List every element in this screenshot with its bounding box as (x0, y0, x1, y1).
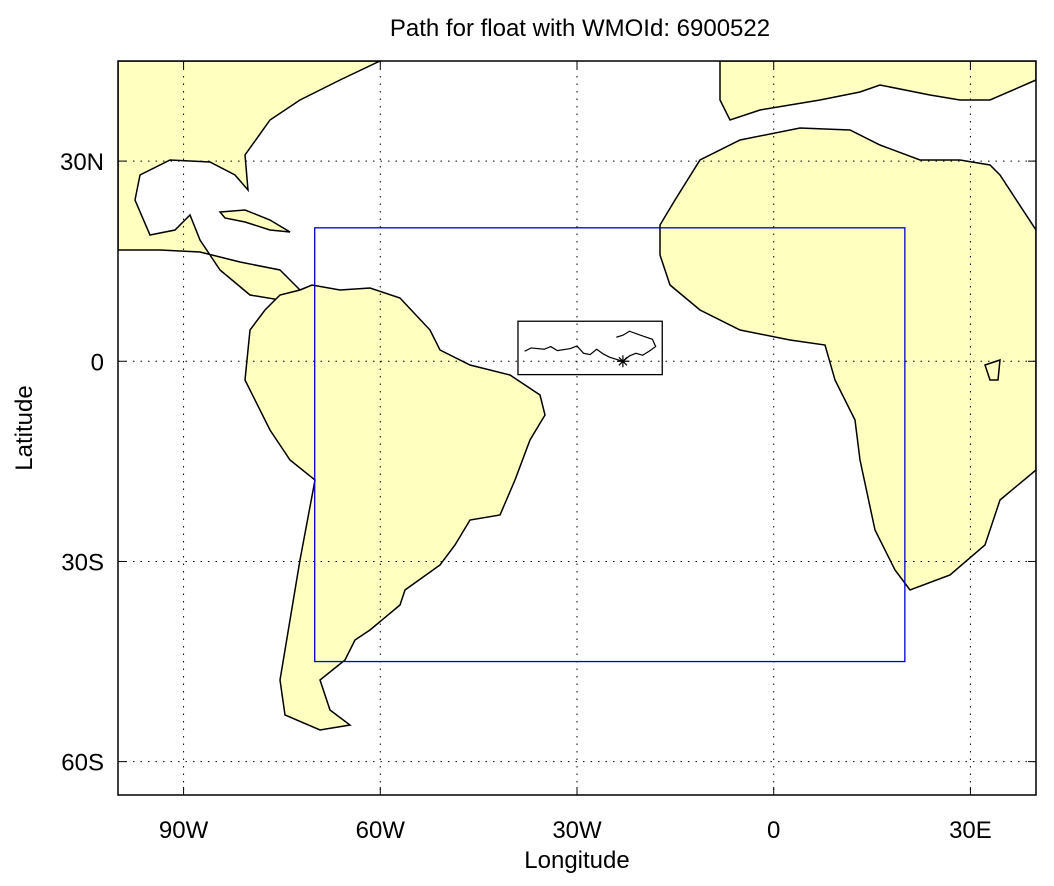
x-tick-label: 30W (552, 817, 602, 844)
south-america (244, 284, 546, 731)
cuba (218, 209, 291, 233)
region-box (517, 320, 663, 376)
region-box (314, 227, 906, 663)
x-tick-label: 90W (159, 817, 209, 844)
y-tick-label: 0 (91, 349, 104, 376)
y-axis-label: Latitude (11, 385, 38, 470)
x-tick-label: 60W (356, 817, 406, 844)
africa (659, 127, 1036, 591)
landmasses (118, 61, 1036, 731)
last-position (616, 355, 629, 368)
y-tick-label: 30N (60, 149, 104, 176)
chart-title: Path for float with WMOId: 6900522 (390, 15, 770, 42)
x-axis-label: Longitude (524, 847, 629, 874)
float-track (524, 330, 657, 362)
x-tick-label: 30E (949, 817, 992, 844)
y-tick-label: 30S (61, 549, 104, 576)
y-tick-label: 60S (61, 750, 104, 777)
europe (719, 61, 1036, 121)
north-america (118, 61, 381, 301)
madagascar (984, 358, 1001, 381)
x-tick-label: 0 (767, 817, 780, 844)
